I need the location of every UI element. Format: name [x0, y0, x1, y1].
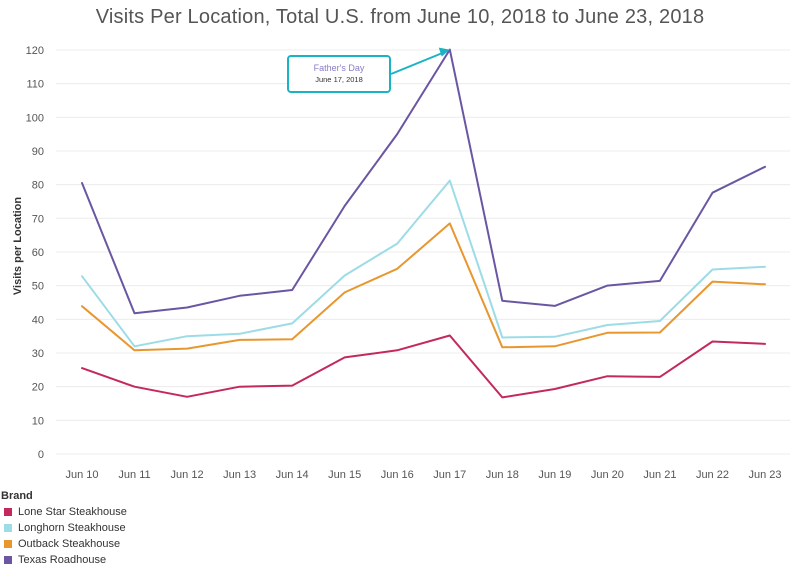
- y-tick-label: 20: [32, 382, 44, 394]
- chart-title: Visits Per Location, Total U.S. from Jun…: [95, 6, 705, 28]
- y-tick-label: 70: [32, 213, 44, 225]
- x-tick-label: Jun 23: [748, 469, 781, 481]
- series-line: [81, 222, 766, 352]
- legend-swatch: [4, 540, 12, 548]
- x-tick-label: Jun 11: [118, 469, 150, 481]
- x-tick-label: Jun 20: [591, 469, 624, 481]
- x-tick-label: Jun 13: [223, 469, 256, 481]
- y-tick-label: 40: [32, 314, 44, 326]
- y-tick-label: 110: [26, 79, 44, 91]
- legend-item-longhorn[interactable]: Longhorn Steakhouse: [0, 520, 127, 536]
- x-tick-label: Jun 21: [643, 469, 676, 481]
- legend-swatch: [4, 556, 12, 564]
- series-line: [81, 179, 766, 348]
- legend: Brand Lone Star Steakhouse Longhorn Stea…: [0, 490, 127, 568]
- legend-item-texas-roadhouse[interactable]: Texas Roadhouse: [0, 552, 127, 568]
- x-tick-label: Jun 16: [381, 469, 414, 481]
- annotation-arrowhead: [438, 47, 450, 57]
- gridlines: [56, 49, 790, 455]
- y-tick-label: 30: [32, 348, 44, 360]
- legend-title: Brand: [1, 490, 33, 502]
- y-tick-label: 120: [26, 45, 44, 57]
- y-tick-label: 10: [32, 415, 44, 427]
- x-tick-label: Jun 19: [538, 469, 571, 481]
- x-tick-label: Jun 12: [171, 469, 204, 481]
- fathers-day-callout: Father's Day June 17, 2018: [287, 55, 391, 93]
- y-tick-label: 0: [38, 449, 44, 461]
- x-axis-ticks: Jun 10 Jun 11 Jun 12 Jun 13 Jun 14 Jun 15 Jun …: [65, 469, 781, 481]
- annotation-arrow: [390, 47, 450, 75]
- x-tick-label: Jun 18: [486, 469, 519, 481]
- callout-title: Father's Day: [313, 63, 365, 73]
- legend-item-outback[interactable]: Outback Steakhouse: [0, 536, 127, 552]
- y-tick-label: 50: [32, 281, 44, 293]
- legend-swatch: [4, 508, 12, 516]
- y-tick-label: 100: [26, 112, 44, 124]
- legend-label: Texas Roadhouse: [18, 554, 107, 566]
- annotation-line: [390, 50, 447, 75]
- x-tick-label: Jun 14: [276, 469, 309, 481]
- legend-label: Longhorn Steakhouse: [18, 522, 126, 534]
- x-tick-label: Jun 22: [696, 469, 729, 481]
- legend-swatch: [4, 524, 12, 532]
- x-tick-label: Jun 17: [433, 469, 466, 481]
- legend-label: Lone Star Steakhouse: [18, 506, 127, 518]
- y-tick-label: 80: [32, 180, 44, 192]
- legend-item-lone-star[interactable]: Lone Star Steakhouse: [0, 504, 127, 520]
- callout-date: June 17, 2018: [315, 75, 363, 84]
- x-tick-label: Jun 15: [328, 469, 361, 481]
- series-lines: [81, 48, 766, 399]
- y-axis-ticks: 0 10 20 30 40 50 60 70 80 90 100 110 120: [26, 45, 44, 461]
- series-line: [81, 48, 766, 315]
- legend-label: Outback Steakhouse: [18, 538, 121, 550]
- x-tick-label: Jun 10: [65, 469, 98, 481]
- series-line: [81, 334, 766, 399]
- y-tick-label: 90: [32, 146, 44, 158]
- y-tick-label: 60: [32, 247, 44, 259]
